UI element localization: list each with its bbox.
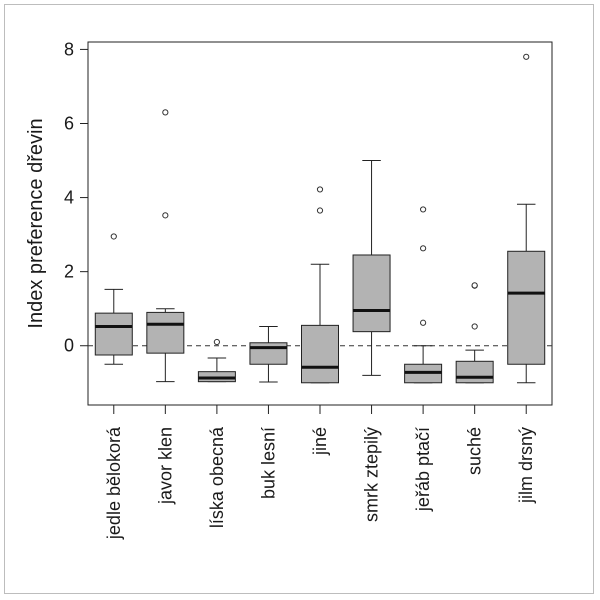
x-tick-label: javor klen <box>155 427 175 505</box>
y-tick-label: 8 <box>64 39 74 59</box>
x-tick-label: líska obecná <box>207 426 227 528</box>
figure-frame <box>4 4 594 594</box>
outlier-point <box>316 186 324 193</box>
box-5 <box>301 186 339 384</box>
box-9 <box>507 53 546 384</box>
outlier-point <box>420 245 427 252</box>
box-2 <box>146 109 185 383</box>
outlier-point <box>162 109 169 116</box>
outlier-point <box>471 323 478 330</box>
x-axis: jedle bělokorá javor klen líska obecná buk … <box>104 405 536 540</box>
iqr-box <box>455 360 494 384</box>
outlier-point <box>523 53 530 60</box>
y-tick-label: 4 <box>64 188 74 208</box>
outlier-point <box>420 319 427 326</box>
y-axis-label: Index preference dřevin <box>25 118 47 328</box>
iqr-box <box>94 312 133 356</box>
outlier-point <box>471 282 478 289</box>
plot-area <box>87 41 553 406</box>
x-tick-label: jeřáb ptačí <box>413 427 433 512</box>
x-tick-label: jiné <box>310 427 330 456</box>
box-4 <box>249 325 288 383</box>
iqr-box <box>507 250 546 365</box>
outlier-point <box>213 338 220 346</box>
x-tick-label: smrk ztepilý <box>362 427 382 522</box>
y-axis: 0 2 4 6 8 <box>64 39 88 356</box>
box-7 <box>404 206 443 384</box>
y-tick-label: 2 <box>64 262 74 282</box>
iqr-box <box>146 311 185 354</box>
y-tick-label: 0 <box>64 336 74 356</box>
iqr-box <box>352 254 391 333</box>
x-tick-label: jedle bělokorá <box>104 426 124 540</box>
box-8 <box>455 282 494 384</box>
box-3 <box>197 338 236 383</box>
outlier-point <box>316 207 324 214</box>
outlier-point <box>110 233 117 240</box>
x-tick-label: jilm drsný <box>516 427 536 504</box>
iqr-box <box>249 342 288 365</box>
x-tick-label: suché <box>465 427 485 475</box>
box-6 <box>352 160 391 376</box>
x-tick-label: buk lesní <box>258 427 278 499</box>
outlier-point <box>420 206 427 213</box>
y-tick-label: 6 <box>64 113 74 133</box>
iqr-box <box>301 324 339 384</box>
box-1 <box>94 233 133 365</box>
outlier-point <box>162 212 169 219</box>
